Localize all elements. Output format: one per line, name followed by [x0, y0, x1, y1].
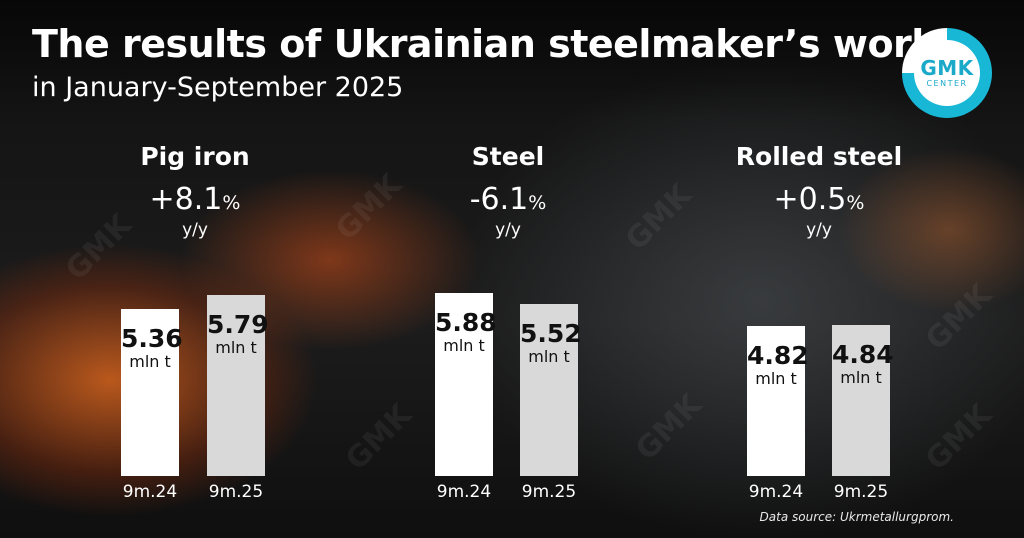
- background-shade: [0, 0, 1024, 120]
- bar-unit-label: mln t: [840, 367, 882, 387]
- logo-main-text: GMK: [920, 55, 974, 80]
- x-tick-label: 9m.25: [208, 482, 264, 502]
- change-label: y/y: [495, 220, 521, 240]
- bar-9m.24: 4.82 mln t: [747, 325, 809, 476]
- change-value: -6.1%: [408, 182, 608, 221]
- change-unit: %: [846, 192, 865, 214]
- chart-title: Rolled steel: [735, 142, 903, 171]
- change-value: +0.5%: [719, 182, 919, 221]
- bar-value-label: 5.36: [121, 323, 183, 353]
- bar-9m.25: 5.79 mln t: [207, 295, 269, 476]
- change-label: y/y: [182, 220, 208, 240]
- x-tick-label: 9m.24: [748, 482, 804, 502]
- bar-9m.25: 4.84 mln t: [832, 324, 894, 476]
- bar-unit-label: mln t: [755, 368, 797, 388]
- change-unit: %: [528, 192, 547, 214]
- x-tick-label: 9m.24: [122, 482, 178, 502]
- bar-9m.24: 5.88 mln t: [435, 292, 497, 476]
- bar-unit-label: mln t: [443, 335, 485, 355]
- chart-header: Steel -6.1% y/y: [408, 142, 608, 239]
- chart-header: Rolled steel +0.5% y/y: [719, 142, 919, 239]
- x-tick-label: 9m.25: [833, 482, 889, 502]
- bar-9m.24: 5.36 mln t: [121, 308, 183, 476]
- change-number: +8.1: [149, 182, 223, 217]
- bar-value-label: 5.79: [207, 310, 269, 340]
- x-tick-label: 9m.25: [521, 482, 577, 502]
- change-label: y/y: [806, 220, 832, 240]
- change-number: -6.1: [469, 182, 529, 217]
- bar-unit-label: mln t: [129, 351, 171, 371]
- bar-value-label: 4.82: [747, 340, 809, 370]
- logo-sub-text: CENTER: [926, 78, 968, 88]
- chart-header: Pig iron +8.1% y/y: [95, 142, 295, 239]
- bar-value-label: 4.84: [832, 339, 894, 369]
- x-tick-label: 9m.24: [436, 482, 492, 502]
- change-number: +0.5: [773, 182, 847, 217]
- chart-title: Steel: [471, 142, 545, 171]
- bar-value-label: 5.52: [520, 318, 582, 348]
- infographic-subtitle: in January-September 2025: [32, 72, 404, 103]
- change-unit: %: [222, 192, 241, 214]
- bar-9m.25: 5.52 mln t: [520, 303, 582, 476]
- data-source-note: Data source: Ukrmetallurgprom.: [759, 510, 954, 524]
- bar-value-label: 5.88: [435, 307, 497, 337]
- bar-unit-label: mln t: [528, 346, 570, 366]
- gmk-center-logo: GMK CENTER: [902, 28, 992, 118]
- infographic-title: The results of Ukrainian steelmaker’s wo…: [32, 22, 937, 66]
- bar-unit-label: mln t: [215, 338, 257, 358]
- change-value: +8.1%: [95, 182, 295, 221]
- chart-title: Pig iron: [140, 142, 250, 171]
